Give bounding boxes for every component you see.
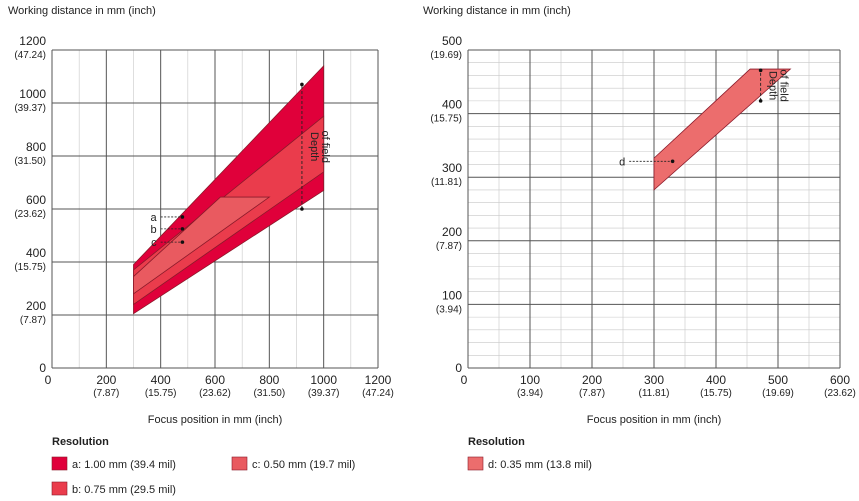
x-tick-label: 600: [830, 373, 850, 387]
x-tick-label-inch: (19.69): [762, 388, 794, 399]
x-tick-label: 200: [582, 373, 602, 387]
y-tick-label: 0: [455, 361, 462, 375]
callout-dot: [180, 240, 185, 244]
legend-label-a: a: 1.00 mm (39.4 mil): [72, 459, 176, 471]
x-tick-label: 0: [461, 373, 468, 387]
y-tick-label: 0: [39, 361, 46, 375]
dof-dot-low: [758, 99, 763, 103]
callout-label-a: a: [151, 212, 158, 224]
y-tick-label-inch: (47.24): [14, 50, 46, 61]
y-tick-label-inch: (3.94): [436, 304, 462, 315]
callout-label-c: c: [151, 237, 157, 249]
legend-swatch-d: [467, 456, 484, 471]
callout-dot: [180, 227, 185, 231]
y-tick-label-inch: (7.87): [436, 241, 462, 252]
x-tick-label-inch: (23.62): [199, 388, 231, 399]
x-tick-label-inch: (31.50): [253, 388, 285, 399]
y-tick-label: 300: [442, 161, 462, 175]
legend-label-d: d: 0.35 mm (13.8 mil): [488, 459, 592, 471]
y-tick-label-inch: (7.87): [20, 315, 46, 326]
x-tick-label: 1000: [310, 373, 337, 387]
x-tick-label: 600: [205, 373, 225, 387]
y-tick-label: 1000: [19, 87, 46, 101]
y-tick-label-inch: (11.81): [431, 177, 462, 188]
x-tick-label-inch: (47.24): [362, 388, 394, 399]
y-tick-label: 400: [442, 98, 462, 112]
legend-title: Resolution: [468, 436, 525, 448]
dof-text-line2: of field: [778, 69, 790, 101]
y-tick-label-inch: (15.75): [430, 114, 462, 125]
callout-label-d: d: [619, 156, 625, 168]
dof-text-line1: Depth: [308, 132, 320, 161]
y-tick-label: 400: [26, 246, 46, 260]
y-tick-label: 100: [442, 288, 462, 302]
series-area-d: [653, 68, 792, 191]
chart-left: Working distance in mm (inch)0200(7.87)4…: [8, 5, 394, 496]
x-tick-label-inch: (23.62): [824, 388, 856, 399]
x-tick-label-inch: (7.87): [93, 388, 119, 399]
dof-text-line2: of field: [319, 131, 331, 163]
y-tick-label-inch: (39.37): [14, 103, 46, 114]
callout-dot: [670, 159, 675, 164]
x-axis-label: Focus position in mm (inch): [587, 414, 722, 426]
x-tick-label: 400: [151, 373, 171, 387]
y-axis-header: Working distance in mm (inch): [423, 5, 571, 17]
x-tick-label-inch: (15.75): [145, 388, 177, 399]
legend-label-b: b: 0.75 mm (29.5 mil): [72, 484, 176, 496]
x-tick-label-inch: (3.94): [517, 388, 543, 399]
y-tick-label: 500: [442, 34, 462, 48]
x-tick-label: 200: [96, 373, 116, 387]
callout-dot: [180, 215, 185, 219]
legend-label-c: c: 0.50 mm (19.7 mil): [252, 459, 355, 471]
x-tick-label: 0: [45, 373, 52, 387]
dof-dot-high: [758, 68, 763, 73]
y-tick-label: 200: [442, 225, 462, 239]
x-axis-label: Focus position in mm (inch): [148, 414, 283, 426]
y-axis-header: Working distance in mm (inch): [8, 5, 156, 17]
dof-dot-high: [300, 82, 304, 87]
x-tick-label: 500: [768, 373, 788, 387]
y-tick-label-inch: (15.75): [14, 262, 46, 273]
y-tick-label-inch: (31.50): [14, 156, 46, 167]
legend-swatch-c: [231, 456, 248, 471]
dof-text-line1: Depth: [767, 71, 779, 100]
legend-swatch-b: [51, 481, 68, 496]
x-tick-label-inch: (15.75): [700, 388, 732, 399]
y-tick-label: 600: [26, 193, 46, 207]
x-tick-label-inch: (7.87): [579, 388, 605, 399]
legend-swatch-a: [51, 456, 68, 471]
dof-dot-low: [300, 207, 304, 211]
x-tick-label: 300: [644, 373, 664, 387]
y-tick-label: 1200: [19, 34, 46, 48]
chart-right: Working distance in mm (inch)0100(3.94)2…: [423, 5, 856, 471]
y-tick-label: 800: [26, 140, 46, 154]
series-area-c: [133, 196, 271, 295]
x-tick-label: 400: [706, 373, 726, 387]
y-tick-label-inch: (23.62): [14, 209, 46, 220]
y-tick-label: 200: [26, 299, 46, 313]
x-tick-label: 1200: [365, 373, 392, 387]
x-tick-label-inch: (39.37): [308, 388, 340, 399]
callout-label-b: b: [151, 224, 157, 236]
y-tick-label-inch: (19.69): [430, 50, 462, 61]
x-tick-label-inch: (11.81): [639, 388, 670, 399]
legend-title: Resolution: [52, 436, 109, 448]
x-tick-label: 800: [259, 373, 279, 387]
x-tick-label: 100: [520, 373, 540, 387]
